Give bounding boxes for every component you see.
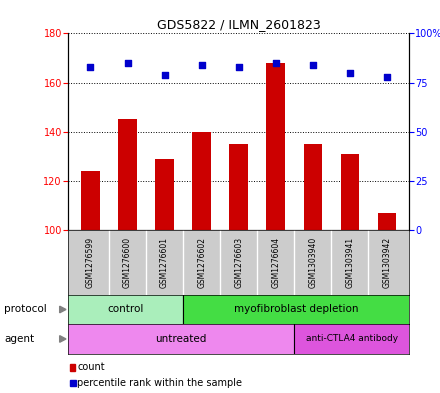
- Text: count: count: [77, 362, 105, 373]
- Bar: [68, 324, 294, 354]
- Point: [161, 72, 168, 78]
- Bar: [81, 171, 100, 230]
- Text: GSM1276599: GSM1276599: [86, 237, 95, 288]
- Text: myofibroblast depletion: myofibroblast depletion: [234, 305, 359, 314]
- Text: GSM1276603: GSM1276603: [234, 237, 243, 288]
- Bar: [341, 154, 359, 230]
- Point: [124, 60, 131, 66]
- Text: GSM1276602: GSM1276602: [197, 237, 206, 288]
- Bar: [118, 119, 137, 230]
- Point: [272, 60, 279, 66]
- Text: GSM1303940: GSM1303940: [308, 237, 317, 288]
- Bar: [304, 144, 322, 230]
- Text: percentile rank within the sample: percentile rank within the sample: [77, 378, 242, 388]
- Text: GSM1303942: GSM1303942: [382, 237, 392, 288]
- Text: anti-CTLA4 antibody: anti-CTLA4 antibody: [306, 334, 398, 343]
- Title: GDS5822 / ILMN_2601823: GDS5822 / ILMN_2601823: [157, 18, 321, 31]
- Text: GSM1303941: GSM1303941: [345, 237, 354, 288]
- Point: [346, 70, 353, 76]
- Bar: [229, 144, 248, 230]
- Polygon shape: [60, 306, 66, 313]
- Point: [383, 73, 390, 80]
- Polygon shape: [60, 336, 66, 342]
- Bar: [378, 213, 396, 230]
- Point: [309, 62, 316, 68]
- Point: [198, 62, 205, 68]
- Text: untreated: untreated: [156, 334, 207, 344]
- Text: protocol: protocol: [4, 305, 47, 314]
- Text: GSM1276601: GSM1276601: [160, 237, 169, 288]
- Text: GSM1276600: GSM1276600: [123, 237, 132, 288]
- Bar: [267, 63, 285, 230]
- Text: agent: agent: [4, 334, 34, 344]
- Bar: [183, 295, 409, 324]
- Point: [87, 64, 94, 70]
- Bar: [155, 159, 174, 230]
- Point: [235, 64, 242, 70]
- Text: GSM1276604: GSM1276604: [271, 237, 280, 288]
- Bar: [294, 324, 409, 354]
- Text: control: control: [107, 305, 144, 314]
- Bar: [68, 295, 183, 324]
- Bar: [192, 132, 211, 230]
